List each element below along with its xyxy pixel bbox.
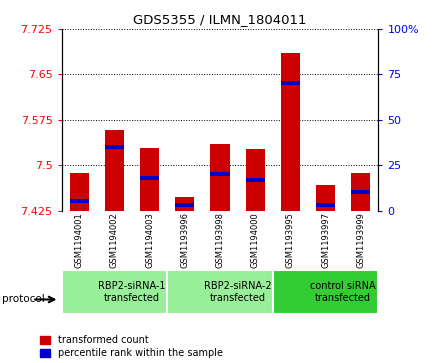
Text: GSM1194002: GSM1194002 [110,212,119,268]
Text: GSM1194003: GSM1194003 [145,212,154,268]
Title: GDS5355 / ILMN_1804011: GDS5355 / ILMN_1804011 [133,13,307,26]
Text: GSM1194001: GSM1194001 [75,212,84,268]
Bar [105,130,124,211]
Text: RBP2-siRNA-1
transfected: RBP2-siRNA-1 transfected [98,281,166,303]
Bar [351,173,370,211]
Text: GSM1193995: GSM1193995 [286,212,295,268]
Bar [70,200,89,204]
Bar [62,270,167,314]
Bar [281,53,300,211]
Text: GSM1194000: GSM1194000 [251,212,260,268]
Bar [316,185,335,211]
Text: GSM1193998: GSM1193998 [216,212,224,268]
Bar [316,203,335,207]
Text: GSM1193996: GSM1193996 [180,212,189,268]
Text: RBP2-siRNA-2
transfected: RBP2-siRNA-2 transfected [204,281,271,303]
Bar [167,270,273,314]
Bar [105,145,124,149]
Legend: transformed count, percentile rank within the sample: transformed count, percentile rank withi… [40,335,223,358]
Bar [70,173,89,211]
Bar [210,144,230,211]
Bar [175,197,194,211]
Bar [210,172,230,176]
Bar [273,270,378,314]
Text: GSM1193997: GSM1193997 [321,212,330,268]
Text: control siRNA
transfected: control siRNA transfected [310,281,376,303]
Bar [246,149,265,211]
Bar [281,82,300,85]
Bar [351,191,370,195]
Bar [140,148,159,211]
Bar [140,176,159,180]
Text: protocol: protocol [2,294,45,305]
Bar [175,203,194,207]
Bar [246,178,265,182]
Text: GSM1193999: GSM1193999 [356,212,365,268]
